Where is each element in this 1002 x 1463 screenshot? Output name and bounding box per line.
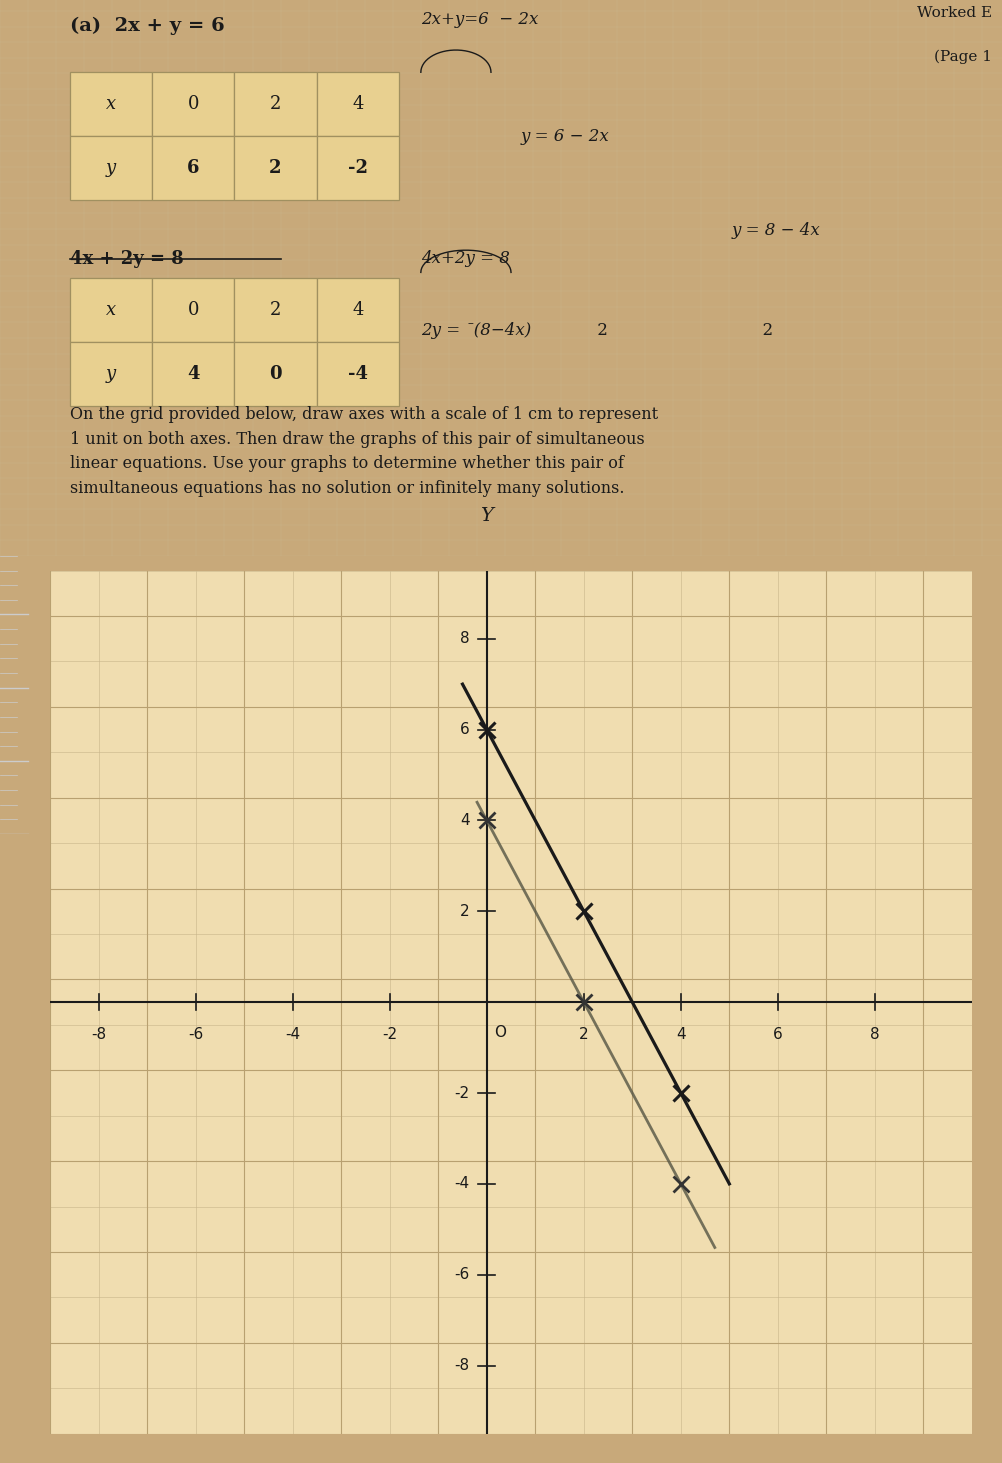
Text: 2: 2 — [460, 904, 470, 919]
Text: 2: 2 — [270, 301, 282, 319]
Text: 0: 0 — [270, 364, 282, 383]
Text: 4: 4 — [460, 813, 470, 828]
Text: Y: Y — [480, 508, 493, 525]
Text: 4: 4 — [187, 364, 199, 383]
Text: y = 6 − 2x: y = 6 − 2x — [521, 127, 610, 145]
Text: -2: -2 — [348, 159, 368, 177]
FancyBboxPatch shape — [317, 72, 399, 136]
Text: 4x+2y = 8: 4x+2y = 8 — [421, 250, 510, 268]
FancyBboxPatch shape — [70, 278, 152, 342]
Text: (Page 1: (Page 1 — [934, 50, 992, 64]
Text: 2: 2 — [579, 1027, 588, 1042]
Text: -4: -4 — [286, 1027, 301, 1042]
Text: x: x — [106, 95, 116, 113]
Text: 4: 4 — [352, 95, 364, 113]
Text: 0: 0 — [187, 301, 199, 319]
Text: -4: -4 — [348, 364, 368, 383]
Text: -2: -2 — [455, 1086, 470, 1100]
FancyBboxPatch shape — [70, 136, 152, 200]
Text: -8: -8 — [455, 1358, 470, 1374]
Text: 2y = ¯(8−4x): 2y = ¯(8−4x) — [421, 322, 531, 339]
Text: 4x + 2y = 8: 4x + 2y = 8 — [70, 250, 184, 268]
Text: -2: -2 — [382, 1027, 397, 1042]
Text: 2: 2 — [571, 322, 608, 339]
Text: -8: -8 — [91, 1027, 106, 1042]
FancyBboxPatch shape — [152, 342, 234, 405]
Text: 8: 8 — [460, 631, 470, 647]
Text: 4: 4 — [352, 301, 364, 319]
Text: 2: 2 — [270, 95, 282, 113]
Text: 4: 4 — [676, 1027, 685, 1042]
Text: y = 8 − 4x: y = 8 − 4x — [731, 222, 821, 240]
Text: (a)  2x + y = 6: (a) 2x + y = 6 — [70, 16, 224, 35]
Text: 8: 8 — [870, 1027, 880, 1042]
Text: On the grid provided below, draw axes with a scale of 1 cm to represent
1 unit o: On the grid provided below, draw axes wi… — [70, 405, 658, 497]
Text: x: x — [106, 301, 116, 319]
Text: 6: 6 — [460, 723, 470, 737]
Text: 6: 6 — [187, 159, 199, 177]
FancyBboxPatch shape — [70, 342, 152, 405]
FancyBboxPatch shape — [152, 136, 234, 200]
Text: 6: 6 — [773, 1027, 783, 1042]
Text: y: y — [106, 364, 116, 383]
Text: -4: -4 — [455, 1176, 470, 1191]
FancyBboxPatch shape — [317, 136, 399, 200]
Text: 2: 2 — [270, 159, 282, 177]
Text: 2: 2 — [731, 322, 774, 339]
Text: O: O — [494, 1026, 506, 1040]
FancyBboxPatch shape — [234, 278, 317, 342]
Text: Worked E: Worked E — [917, 6, 992, 19]
FancyBboxPatch shape — [152, 278, 234, 342]
FancyBboxPatch shape — [234, 342, 317, 405]
FancyBboxPatch shape — [234, 136, 317, 200]
Text: -6: -6 — [188, 1027, 203, 1042]
Text: -6: -6 — [455, 1267, 470, 1282]
FancyBboxPatch shape — [70, 72, 152, 136]
Text: 2x+y=6  − 2x: 2x+y=6 − 2x — [421, 12, 538, 28]
FancyBboxPatch shape — [234, 72, 317, 136]
Text: y: y — [106, 159, 116, 177]
FancyBboxPatch shape — [317, 278, 399, 342]
FancyBboxPatch shape — [317, 342, 399, 405]
FancyBboxPatch shape — [152, 72, 234, 136]
Text: 0: 0 — [187, 95, 199, 113]
